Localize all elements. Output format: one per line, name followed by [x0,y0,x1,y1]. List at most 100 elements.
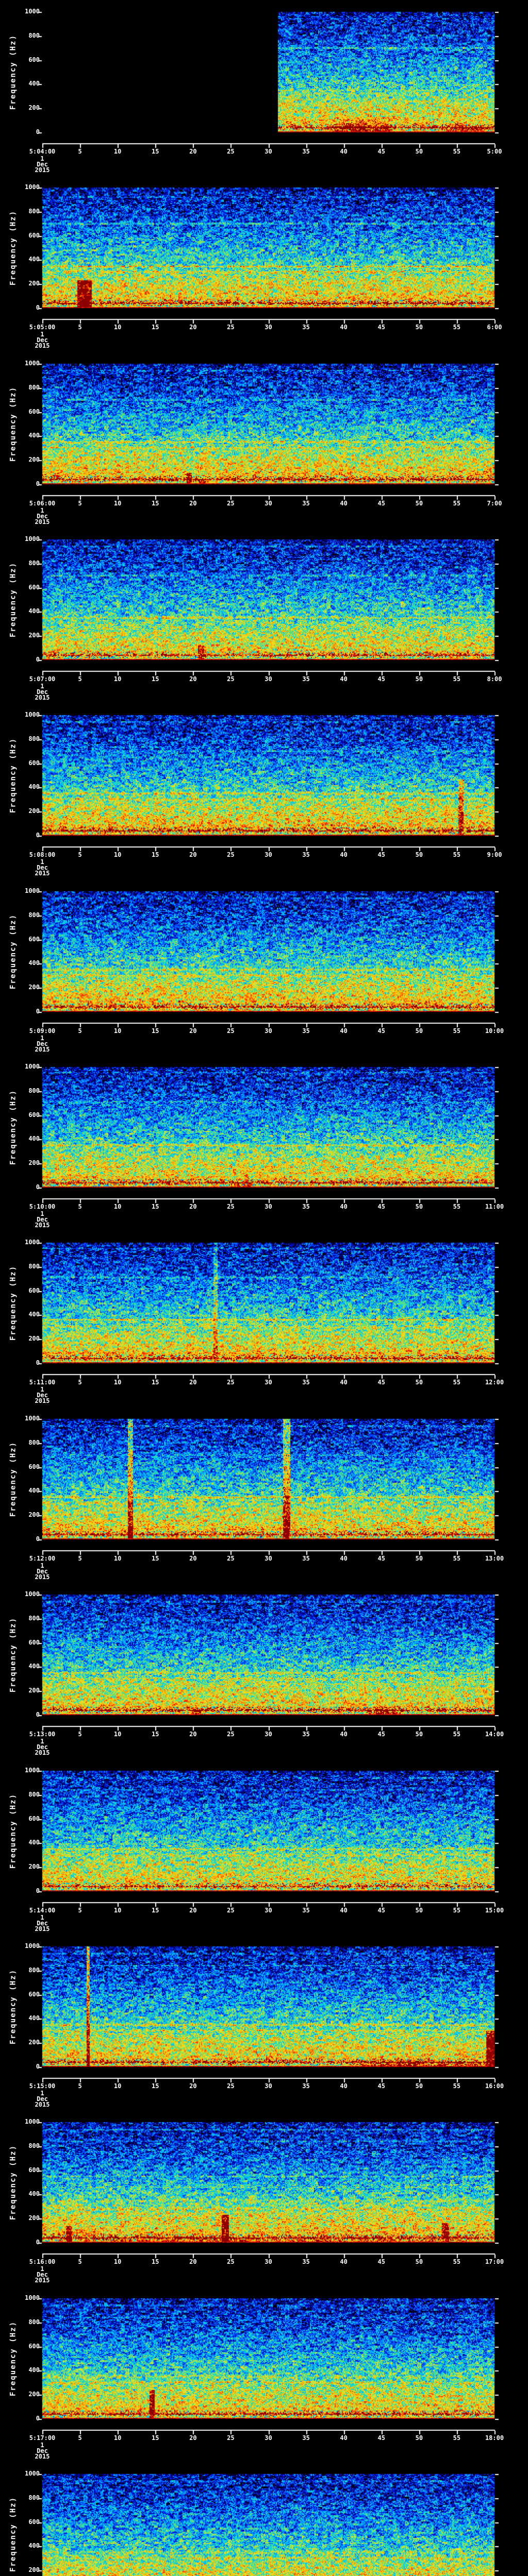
y-tick-label: 400 [28,80,40,88]
x-tick-label: 15 [152,2258,159,2265]
date-label: 1 [40,1035,44,1042]
x-tick-label: 40 [340,1555,348,1562]
date-label: 2015 [35,1046,50,1053]
x-tick-label: 20 [189,1907,197,1914]
y-tick-label: 0 [36,1535,40,1543]
x-tick-label: 50 [415,1907,423,1914]
y-tick-label: 800 [28,1262,40,1270]
y-tick-label: 200 [28,632,40,639]
y-tick-label: 800 [28,1966,40,1974]
x-tick-label: 15 [152,1379,159,1386]
x-tick-label-start: 5:15:00 [29,2082,56,2090]
x-tick-label: 35 [302,1027,310,1035]
x-tick-label: 20 [189,324,197,331]
x-tick-label-end: 14:00 [485,1731,504,1738]
x-tick-label: 50 [415,1555,423,1562]
x-tick-label: 35 [302,1379,310,1386]
x-tick-label: 30 [265,1379,272,1386]
date-label: Dec [37,2095,48,2103]
x-tick-label-end: 13:00 [485,1555,504,1562]
y-tick-label: 200 [28,2039,40,2046]
x-tick-label: 10 [113,1907,122,1914]
x-tick-label-start: 5:14:00 [29,1907,56,1914]
date-label: Dec [37,688,48,696]
x-tick-label: 20 [189,2258,197,2265]
x-tick-label: 15 [152,1203,159,1210]
x-tick-label-end: 16:00 [485,2082,504,2090]
y-axis-title: Frequency (Hz) [9,2320,18,2397]
x-tick-label: 10 [113,500,122,507]
spectrogram-canvas [0,1055,528,1231]
y-tick-label: 400 [28,256,40,263]
x-tick-label: 40 [340,675,348,683]
x-tick-label: 45 [377,1203,385,1210]
y-tick-label: 0 [36,1008,40,1015]
x-tick-label: 20 [189,675,197,683]
x-tick-label: 25 [227,500,235,507]
x-tick-label: 15 [152,500,159,507]
y-tick-label: 200 [28,2566,40,2574]
y-tick-label: 400 [28,1311,40,1318]
x-tick-label: 10 [113,1731,122,1738]
date-label: 2015 [35,870,50,877]
x-tick-label: 5 [78,324,82,331]
x-tick-label: 55 [453,324,461,331]
y-tick-label: 600 [28,1990,40,1998]
date-label: 1 [40,1738,44,1745]
x-tick-label: 45 [377,2082,385,2090]
x-tick-label: 20 [189,1027,197,1035]
date-label: Dec [37,1743,48,1751]
x-tick-label-start: 5:06:00 [29,500,56,507]
date-label: 1 [40,2090,44,2097]
x-tick-label: 20 [189,148,197,155]
y-tick-label: 400 [28,783,40,791]
x-tick-label-end: 8:00 [487,675,502,683]
x-tick-label: 10 [113,1203,122,1210]
y-tick-label: 400 [28,2366,40,2374]
x-tick-label: 40 [340,324,348,331]
x-tick-label: 10 [113,324,122,331]
x-tick-label: 45 [377,2258,385,2265]
y-tick-label: 400 [28,432,40,439]
x-tick-label: 35 [302,1555,310,1562]
x-tick-label: 25 [227,2258,235,2265]
y-tick-label: 200 [28,1511,40,1519]
x-tick-label: 5 [78,675,82,683]
spectrogram-panel: Frequency (Hz) 0 200 400 600 800 1000 5:15:00 5… [0,1935,528,2111]
y-tick-label: 1000 [25,8,40,15]
y-tick-label: 800 [28,1438,40,1446]
y-axis-title: Frequency (Hz) [9,913,18,990]
x-tick-label: 55 [453,1731,461,1738]
x-tick-label: 35 [302,1731,310,1738]
x-tick-label: 50 [415,851,423,858]
date-label: 1 [40,1914,44,1921]
x-tick-label-end: 10:00 [485,1027,504,1035]
x-tick-label: 50 [415,324,423,331]
y-tick-label: 400 [28,2190,40,2198]
y-tick-label: 1000 [25,1063,40,1070]
date-label: Dec [37,864,48,871]
x-tick-label: 30 [265,1203,272,1210]
x-tick-label: 45 [377,851,385,858]
x-tick-label-end: 5:00 [487,148,502,155]
x-tick-label: 15 [152,675,159,683]
x-tick-label: 45 [377,148,385,155]
spectrogram-panel: Frequency (Hz) 0 200 400 600 800 1000 5:11:00 5… [0,1231,528,1407]
x-tick-label: 35 [302,148,310,155]
y-tick-label: 600 [28,2518,40,2526]
x-tick-label: 45 [377,2434,385,2442]
y-tick-label: 1000 [25,711,40,718]
x-tick-label: 50 [415,1203,423,1210]
x-tick-label: 5 [78,1907,82,1914]
x-tick-label: 45 [377,1555,385,1562]
y-tick-label: 1000 [25,1942,40,1950]
x-tick-label-end: 17:00 [485,2258,504,2265]
x-tick-label: 25 [227,1731,235,1738]
x-tick-label: 55 [453,1907,461,1914]
x-tick-label: 55 [453,2258,461,2265]
spectrogram-canvas [0,528,528,704]
x-tick-label: 30 [265,1907,272,1914]
y-tick-label: 200 [28,104,40,112]
y-tick-label: 400 [28,607,40,615]
y-tick-label: 200 [28,2391,40,2398]
